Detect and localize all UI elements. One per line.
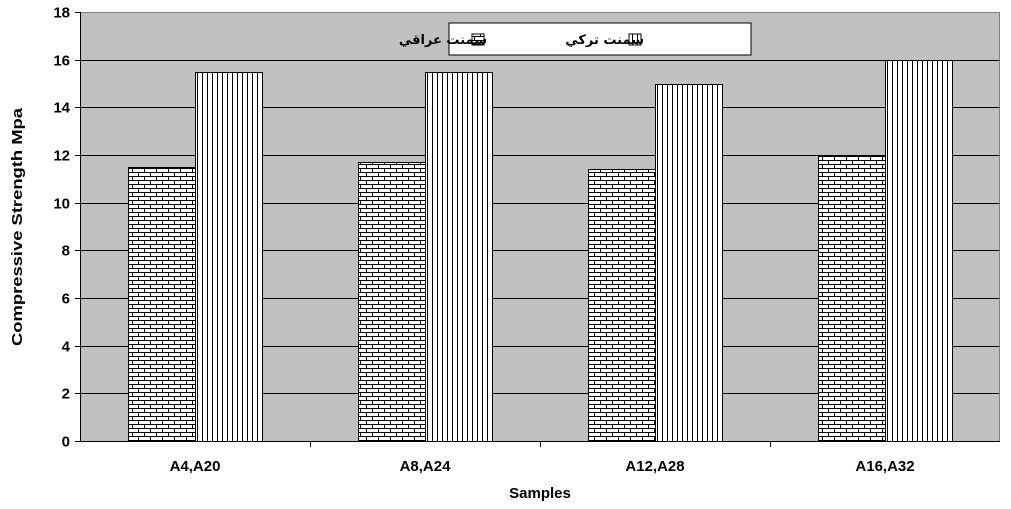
y-tick-label: 12 [53,148,70,165]
bar-turkish-cement [195,72,263,442]
legend-label-iraqi-cement: سمنت عراقي [399,33,487,48]
legend-swatch-turkish-cement [628,33,642,46]
y-tick-label: 0 [62,434,70,451]
bar-iraqi-cement [818,155,886,442]
bar-iraqi-cement [358,162,426,442]
legend-box [448,22,752,56]
bars [128,60,953,442]
bar-turkish-cement [885,60,953,442]
x-tick-label: A8,A24 [400,458,452,475]
bar-turkish-cement [655,84,723,442]
y-tick-label: 18 [53,5,70,22]
bar-turkish-cement [425,72,493,442]
x-tick-label: A16,A32 [855,458,914,475]
y-tick-label: 16 [53,53,70,70]
bar-iraqi-cement [128,167,196,442]
y-axis-title: Compressive Strength Mpa [9,107,26,346]
x-tick-label: A12,A28 [625,458,684,475]
bar-iraqi-cement [588,169,656,442]
axes [75,12,1000,447]
y-tick-label: 6 [62,291,70,308]
legend-label-turkish-cement: سمنت تركي [565,33,644,48]
y-tick-label: 8 [62,243,70,260]
x-tick-labels: A4,A20 A8,A24 A12,A28 A16,A32 [170,458,915,475]
y-tick-label: 10 [53,196,70,213]
legend-swatch-iraqi-cement [471,33,485,46]
x-axis-title: Samples [509,485,571,502]
y-tick-label: 14 [53,100,70,117]
y-tick-labels: 0 2 4 6 8 10 12 14 16 18 [53,5,70,451]
legend: سمنت عراقي سمنت تركي [399,22,752,56]
y-tick-label: 2 [62,386,70,403]
x-tick-label: A4,A20 [170,458,221,475]
y-tick-label: 4 [62,339,71,356]
